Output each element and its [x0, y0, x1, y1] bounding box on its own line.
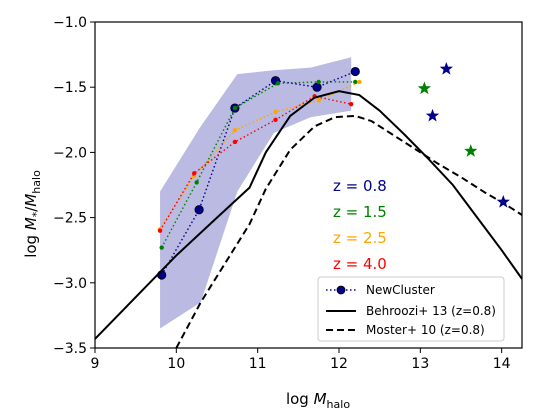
- legend: NewCluster Behroozi+ 13 (z=0.8) Moster+ …: [317, 276, 505, 342]
- data-point-s1-4: [316, 79, 321, 85]
- y-tick-label-2: −2.5: [53, 211, 87, 227]
- data-point-s1-3: [275, 81, 281, 86]
- series-layer: [95, 66, 522, 348]
- data-point-s1-2: [232, 105, 238, 111]
- legend-box: [317, 276, 505, 342]
- y-tick-label-5: −1.0: [53, 15, 87, 31]
- data-point-s0-4: [312, 82, 322, 92]
- data-point-s3-0: [157, 228, 163, 233]
- legend-label-moster: Moster+ 10 (z=0.8): [366, 323, 485, 337]
- star-point-4: [496, 194, 510, 208]
- x-tick-label-0: 9: [91, 356, 100, 372]
- data-point-s3-2: [232, 139, 238, 145]
- data-point-s2-5: [357, 79, 362, 85]
- series-line-2: [159, 81, 360, 230]
- y-tick-label-4: −1.5: [53, 80, 87, 96]
- tick-layer: 9 10 11 12 13 14 −3.5 −3.0 −2.5 −2.0 −1.5 −1.0: [53, 15, 511, 372]
- x-tick-label-4: 13: [411, 356, 429, 372]
- x-tick-label-2: 11: [249, 356, 267, 372]
- series-line-0: [161, 70, 356, 276]
- legend-marker-newcluster: [336, 285, 346, 295]
- data-point-s2-4: [316, 98, 321, 103]
- data-point-s2-3: [273, 109, 278, 115]
- star-point-3: [464, 144, 478, 157]
- data-point-s0-5: [350, 66, 360, 77]
- scatter-band-layer: [160, 57, 352, 329]
- star-point-0: [417, 81, 432, 95]
- y-tick-label-0: −3.5: [53, 341, 87, 357]
- data-point-s0-1: [194, 205, 204, 215]
- scatter-band: [160, 57, 352, 329]
- series-line-3: [159, 95, 352, 231]
- y-axis-label: log M*/Mhalo: [22, 170, 43, 258]
- legend-label-behroozi: Behroozi+ 13 (z=0.8): [366, 304, 496, 318]
- z-label-0: z = 0.8: [333, 177, 387, 195]
- series-line-4: [95, 90, 522, 340]
- plot-frame: [94, 21, 523, 349]
- data-point-s1-0: [159, 245, 164, 250]
- y-tick-label-1: −3.0: [53, 276, 87, 292]
- data-point-s1-1: [194, 180, 199, 185]
- data-point-s3-1: [192, 171, 197, 176]
- x-axis-label: log Mhalo: [286, 390, 350, 411]
- x-tick-label-5: 14: [493, 356, 511, 372]
- star-point-2: [425, 108, 440, 122]
- x-tick-label-1: 10: [167, 356, 185, 372]
- legend-label-newcluster: NewCluster: [366, 283, 435, 297]
- data-point-s3-5: [349, 101, 354, 107]
- star-layer: [417, 61, 510, 208]
- star-point-1: [439, 61, 454, 75]
- x-tick-label-3: 12: [330, 356, 348, 372]
- z-label-3: z = 4.0: [333, 255, 387, 273]
- redshift-annotations: z = 0.8 z = 1.5 z = 2.5 z = 4.0: [333, 177, 387, 273]
- y-tick-label-3: −2.0: [53, 145, 87, 161]
- data-point-s3-3: [273, 117, 278, 123]
- z-label-1: z = 1.5: [333, 203, 387, 221]
- z-label-2: z = 2.5: [333, 229, 387, 247]
- data-point-s2-2: [232, 128, 238, 133]
- data-point-s1-5: [353, 79, 358, 85]
